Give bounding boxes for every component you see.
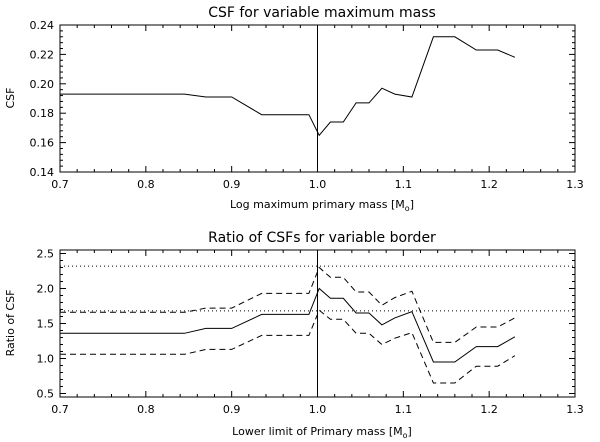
x-tick-label: 1.3 — [566, 178, 584, 191]
x-tick-label: 1.2 — [480, 403, 498, 416]
x-tick-label: 0.9 — [223, 403, 241, 416]
x-tick-label: 1.2 — [480, 178, 498, 191]
x-tick-label: 1.0 — [309, 403, 327, 416]
y-tick-label: 2.0 — [37, 283, 55, 296]
x-tick-label: 1.1 — [395, 403, 413, 416]
y-tick-label: 0.5 — [37, 388, 55, 401]
x-tick-label: 0.9 — [223, 178, 241, 191]
y-tick-labels: 0.5 1.0 1.5 2.0 2.5 — [37, 248, 55, 401]
chart-title: Ratio of CSFs for variable border — [208, 230, 436, 246]
reference-lines — [60, 250, 575, 397]
x-tick-label: 1.0 — [309, 178, 327, 191]
y-tick-label: 1.5 — [37, 318, 55, 331]
x-tick-label: 0.8 — [137, 178, 155, 191]
series-group — [60, 36, 516, 137]
x-tick-label: 0.7 — [51, 403, 69, 416]
sun-symbol: o — [405, 204, 410, 213]
y-tick-label: 0.18 — [30, 107, 55, 120]
x-tick-label: 1.1 — [395, 178, 413, 191]
sun-symbol: o — [403, 431, 408, 440]
x-axis-label: Log maximum primary mass [Mo] — [230, 198, 414, 213]
y-tick-labels: 0.14 0.16 0.18 0.20 0.22 0.24 — [30, 19, 55, 179]
y-tick-label: 0.16 — [30, 137, 55, 150]
x-tick-labels: 0.7 0.8 0.9 1.0 1.1 1.2 1.3 — [51, 178, 584, 191]
x-tick-label: 1.3 — [566, 403, 584, 416]
series-line-ratio — [60, 287, 516, 363]
ratio-csf-panel: Ratio of CSFs for variable border 0.7 0.8… — [4, 230, 584, 440]
series-line-upper-bound — [60, 266, 516, 343]
x-tick-label: 0.7 — [51, 178, 69, 191]
y-axis-label: CSF — [4, 88, 17, 109]
y-tick-label: 2.5 — [37, 248, 55, 261]
series-line-lower-bound — [60, 309, 516, 384]
axis-ticks — [59, 24, 576, 173]
series-group — [60, 266, 516, 384]
y-tick-label: 1.0 — [37, 353, 55, 366]
y-tick-label: 0.24 — [30, 19, 55, 32]
x-tick-labels: 0.7 0.8 0.9 1.0 1.1 1.2 1.3 — [51, 403, 584, 416]
x-tick-label: 0.8 — [137, 403, 155, 416]
csf-max-mass-panel: CSF for variable maximum mass 0.7 0.8 0.9 1… — [4, 5, 584, 213]
y-tick-label: 0.22 — [30, 48, 55, 61]
x-axis-label: Lower limit of Primary mass [Mo] — [232, 425, 412, 440]
series-line-CSF — [60, 36, 516, 137]
chart-title: CSF for variable maximum mass — [208, 5, 436, 21]
y-tick-label: 0.20 — [30, 78, 55, 91]
y-tick-label: 0.14 — [30, 166, 55, 179]
axis-ticks — [59, 250, 576, 397]
y-axis-label: Ratio of CSF — [4, 290, 17, 357]
